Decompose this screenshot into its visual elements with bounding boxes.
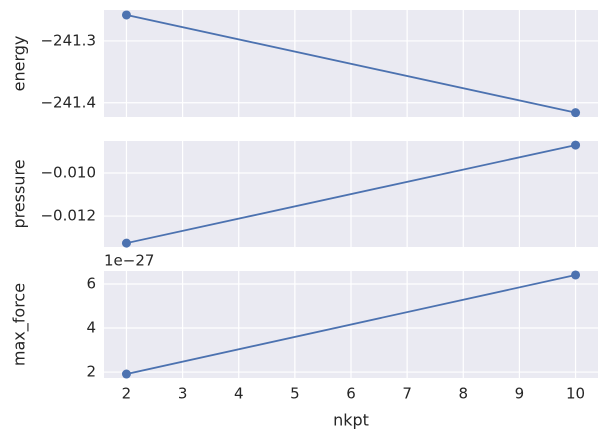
y-tick-label: −241.3 bbox=[40, 31, 96, 49]
y-tick-label: 4 bbox=[86, 319, 96, 337]
y-axis-label: energy bbox=[10, 36, 29, 92]
x-tick-label: 7 bbox=[402, 385, 412, 403]
data-line bbox=[126, 144, 576, 245]
x-tick-label: 4 bbox=[234, 385, 244, 403]
y-tick-label: 2 bbox=[86, 363, 96, 381]
y-tick-label: 6 bbox=[86, 274, 96, 292]
x-tick-label: 3 bbox=[178, 385, 188, 403]
data-point bbox=[571, 270, 581, 280]
y-tick-label: −0.012 bbox=[40, 207, 96, 225]
data-point bbox=[121, 10, 131, 20]
data-point bbox=[121, 238, 131, 248]
y-tick-label: −0.010 bbox=[40, 164, 96, 182]
x-tick-label: 2 bbox=[122, 385, 132, 403]
x-tick-label: 9 bbox=[515, 385, 525, 403]
data-line bbox=[126, 14, 576, 114]
data-line bbox=[126, 274, 576, 375]
data-point bbox=[571, 108, 581, 118]
x-tick-label: 6 bbox=[346, 385, 356, 403]
y-axis-label: pressure bbox=[10, 159, 29, 228]
y-axis-label: max_force bbox=[10, 283, 30, 366]
x-axis-label: nkpt bbox=[333, 411, 369, 430]
data-point bbox=[121, 369, 131, 379]
data-point bbox=[571, 140, 581, 150]
x-tick-label: 5 bbox=[290, 385, 300, 403]
offset-text: 1e−27 bbox=[104, 252, 154, 270]
x-tick-label: 8 bbox=[458, 385, 468, 403]
y-tick-label: −241.4 bbox=[40, 93, 96, 111]
x-tick-label: 10 bbox=[566, 385, 585, 403]
